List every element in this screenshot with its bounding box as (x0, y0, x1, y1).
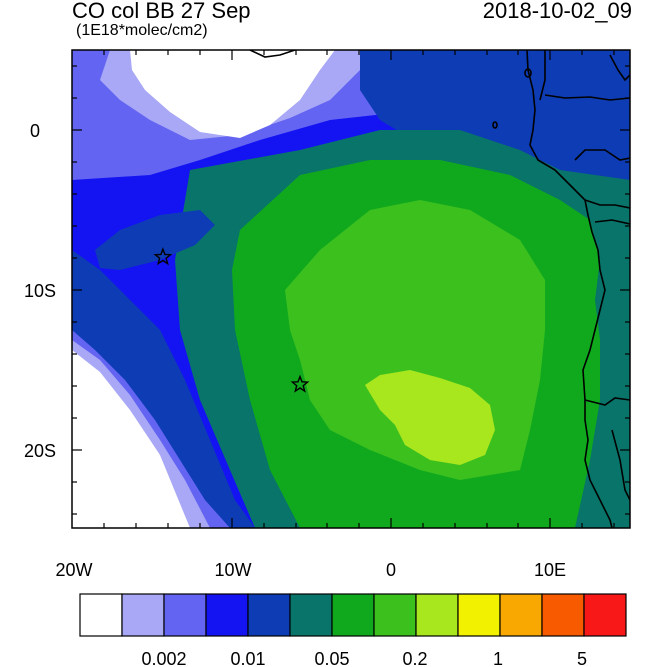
lat-label: 10S (24, 281, 56, 301)
colorbar-swatch (541, 593, 585, 637)
map-title: CO col BB 27 Sep (72, 0, 251, 23)
map-units: (1E18*molec/cm2) (76, 22, 208, 39)
lat-label: 0 (30, 121, 40, 141)
lon-label: 20W (55, 560, 92, 580)
site-star-marker (290, 374, 310, 393)
colorbar-swatch (205, 593, 249, 637)
colorbar-swatch (163, 593, 207, 637)
lon-labels: 20W 10W 0 10E (55, 560, 566, 580)
colorbar-label: 0.2 (402, 649, 427, 667)
lat-label: 20S (24, 441, 56, 461)
colorbar-swatch (373, 593, 417, 637)
colorbar-swatch (247, 593, 291, 637)
colorbar-label: 0.002 (141, 649, 186, 667)
colorbar-labels: 0.002 0.01 0.05 0.2 1 5 (141, 649, 587, 667)
colorbar-swatch (415, 593, 459, 637)
plot-frame (71, 49, 631, 529)
map-date: 2018-10-02_09 (482, 0, 632, 23)
marker-layer (153, 247, 310, 393)
colorbar (79, 593, 627, 637)
site-star-marker (153, 247, 173, 266)
lon-label: 10W (214, 560, 251, 580)
co-field (72, 50, 630, 528)
colorbar-swatch (331, 593, 375, 637)
colorbar-swatch (79, 593, 123, 637)
colorbar-label: 1 (493, 649, 503, 667)
colorbar-label: 0.01 (230, 649, 265, 667)
lat-labels: 0 10S 20S (24, 121, 56, 461)
colorbar-label: 5 (577, 649, 587, 667)
colorbar-swatch (289, 593, 333, 637)
colorbar-label: 0.05 (314, 649, 349, 667)
lon-label: 10E (534, 560, 566, 580)
lon-label: 0 (386, 560, 396, 580)
tick-marks (72, 50, 630, 528)
colorbar-swatch (457, 593, 501, 637)
coastline (249, 50, 630, 528)
colorbar-swatch (583, 593, 627, 637)
colorbar-swatch (121, 593, 165, 637)
colorbar-swatch (499, 593, 543, 637)
